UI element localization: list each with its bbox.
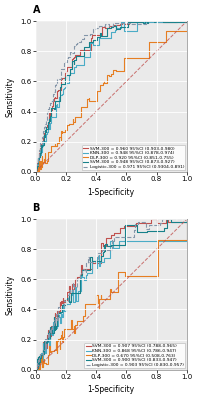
X-axis label: 1-Specificity: 1-Specificity [88, 386, 135, 394]
Y-axis label: Sensitivity: Sensitivity [6, 274, 15, 314]
Legend: SVM-300 = 0.960 95%CI (0.903-0.980), KNN-300 = 0.948 95%CI (0.878-0.974), DLP-30: SVM-300 = 0.960 95%CI (0.903-0.980), KNN… [82, 145, 186, 170]
Text: A: A [32, 5, 40, 15]
Y-axis label: Sensitivity: Sensitivity [6, 76, 15, 117]
Text: B: B [32, 203, 40, 213]
X-axis label: 1-Specificity: 1-Specificity [88, 188, 135, 196]
Legend: SVM-300 = 0.907 95%CI (0.788-0.965), KNN-300 = 0.868 95%CI (0.786-0.947), DLP-30: SVM-300 = 0.907 95%CI (0.788-0.965), KNN… [84, 343, 186, 368]
